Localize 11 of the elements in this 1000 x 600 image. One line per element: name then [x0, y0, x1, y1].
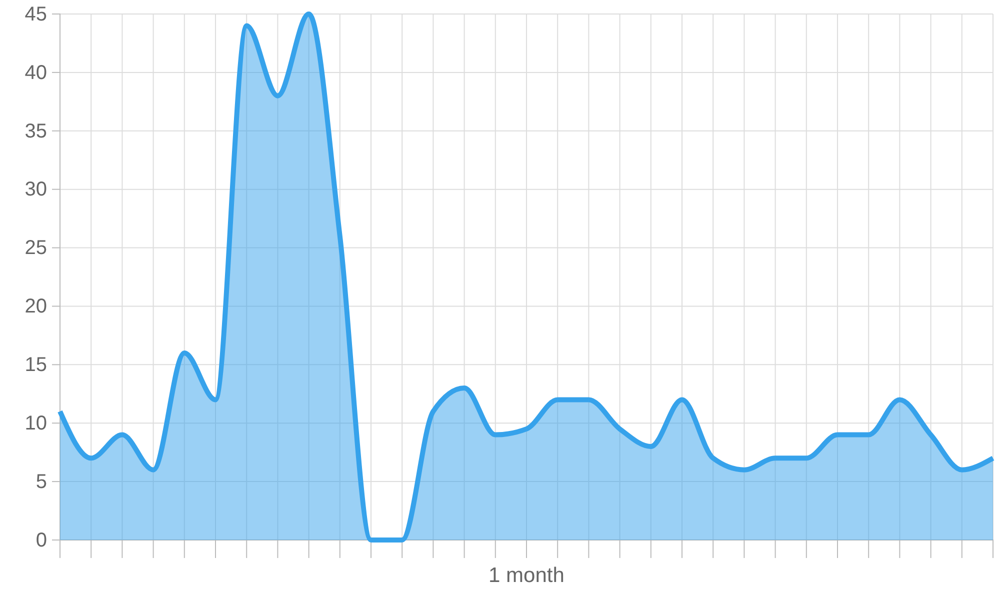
- y-tick-label: 15: [24, 354, 47, 376]
- y-tick-label: 0: [36, 529, 47, 552]
- y-tick-label: 40: [24, 62, 47, 84]
- x-axis-title: 1 month: [488, 564, 564, 587]
- y-tick-label: 30: [24, 178, 47, 201]
- y-tick-label: 45: [24, 3, 47, 26]
- y-tick-label: 5: [36, 470, 47, 493]
- y-tick-label: 10: [24, 412, 47, 435]
- y-tick-label: 20: [24, 296, 47, 318]
- y-tick-label: 25: [24, 237, 47, 260]
- y-tick-label: 35: [24, 120, 47, 142]
